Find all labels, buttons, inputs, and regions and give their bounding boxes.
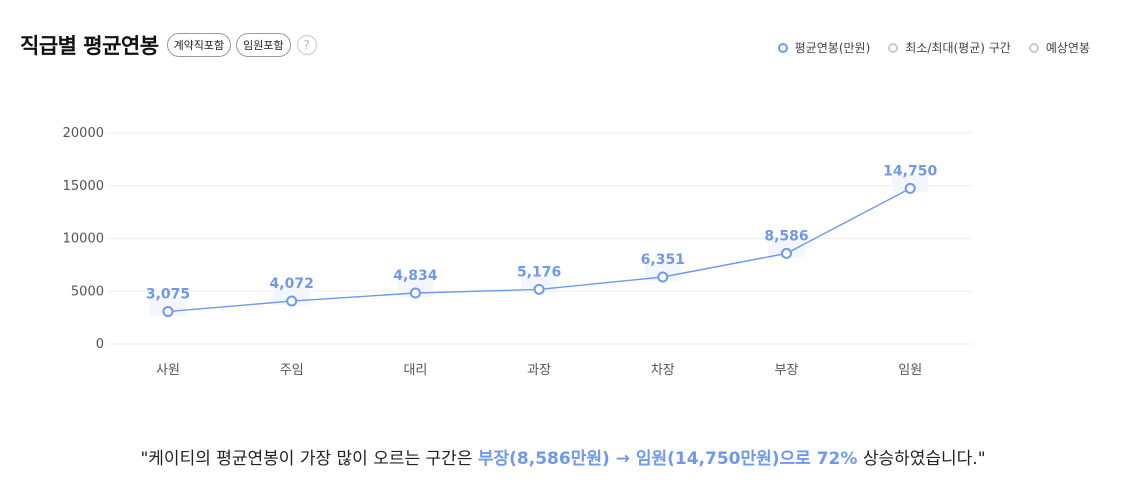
y-tick-label: 15000: [63, 179, 104, 194]
data-label: 14,750: [883, 163, 937, 179]
x-tick-label: 임원: [898, 363, 922, 378]
x-tick-label: 사원: [156, 363, 180, 378]
legend-item-expected-salary[interactable]: 예상연봉: [1028, 39, 1090, 56]
chart-legend: 평균연봉(만원) 최소/최대(평균) 구간 예상연봉: [760, 39, 1090, 56]
data-point: [286, 295, 298, 307]
data-label: 6,351: [641, 252, 685, 268]
summary-highlight: 부장(8,586만원) → 임원(14,750만원)으로 72%: [477, 449, 858, 469]
x-tick-label: 부장: [775, 363, 799, 378]
salary-line-chart: 0 5000 10000 15000 20000 사원 주임 대리 과장 차장 부장 임원 3,075 4…: [63, 126, 972, 378]
data-label: 3,075: [146, 287, 190, 303]
legend-label: 평균연봉(만원): [794, 41, 871, 55]
y-tick-label: 20000: [63, 126, 104, 141]
data-point: [904, 182, 916, 194]
data-label: 8,586: [764, 228, 808, 244]
help-icon[interactable]: ?: [296, 35, 317, 55]
summary-suffix: 상승하였습니다.": [857, 449, 986, 469]
legend-item-average-salary[interactable]: 평균연봉(만원): [777, 39, 871, 56]
summary-prefix: "케이티의 평균연봉이 가장 많이 오르는 구간은: [140, 449, 478, 469]
x-tick-label: 대리: [403, 363, 427, 378]
summary-text: "케이티의 평균연봉이 가장 많이 오르는 구간은 부장(8,586만원) → …: [0, 444, 1126, 469]
legend-range-marker-icon: [888, 42, 899, 53]
data-label: 5,176: [517, 264, 561, 280]
y-tick-label: 5000: [71, 284, 104, 299]
data-point: [657, 271, 669, 283]
chart-header: 직급별 평균연봉 계약직포함 임원포함 ?: [20, 30, 317, 60]
data-point: [533, 283, 545, 295]
legend-expected-marker-icon: [1028, 42, 1039, 53]
legend-label: 최소/최대(평균) 구간: [905, 41, 1011, 55]
page-title: 직급별 평균연봉: [20, 34, 159, 58]
x-tick-label: 차장: [651, 363, 675, 378]
data-point: [409, 287, 421, 299]
data-label: 4,834: [393, 268, 438, 284]
data-point: [162, 306, 174, 318]
x-tick-label: 주임: [280, 363, 304, 378]
y-tick-label: 0: [96, 337, 104, 352]
executive-included-badge[interactable]: 임원포함: [236, 33, 291, 57]
y-tick-label: 10000: [63, 232, 104, 247]
legend-label: 예상연봉: [1045, 41, 1090, 55]
contract-included-badge[interactable]: 계약직포함: [166, 33, 232, 57]
x-tick-label: 과장: [527, 363, 551, 378]
legend-average-marker-icon: [777, 42, 788, 53]
legend-item-min-max-range[interactable]: 최소/최대(평균) 구간: [888, 39, 1011, 56]
data-label: 4,072: [270, 276, 314, 292]
data-point: [781, 247, 792, 259]
